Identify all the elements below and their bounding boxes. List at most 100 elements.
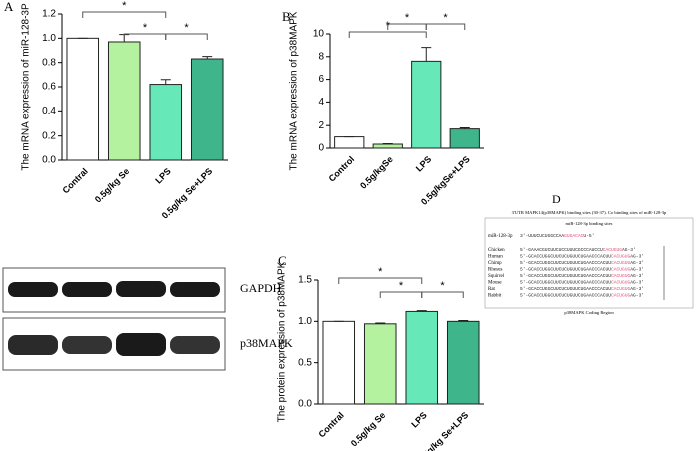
species-sequence: 5'-GCACCUGGCUUCUCUGUUCUGAACCCACUUCACUGUG… (520, 254, 644, 260)
alignment-title: 3'UTR MAPK14(p38MAPK) binding sites (30-… (512, 210, 667, 215)
y-tick-label: 0.5 (298, 357, 312, 368)
bar (372, 143, 403, 149)
species-sequence: 5'-GCACCUGGCUUCUCUGUUCUGAACCCACUUCACUGUG… (520, 280, 644, 286)
y-tick-label: 1.0 (42, 33, 56, 44)
y-axis-label: The mRNA expression of p38MAPK (289, 11, 300, 170)
y-tick-label: 4 (318, 97, 324, 108)
y-tick-label: 0.0 (298, 399, 312, 410)
sequence-part: CACUGUG (611, 273, 631, 279)
y-axis-label: The mRNA expression of miR-128-3P (21, 3, 32, 171)
sequence-part: AG-3' (622, 247, 636, 253)
sequence-part: CACUGUG (611, 260, 631, 266)
significance-label: * (378, 266, 383, 278)
x-tick-label: LPS (153, 166, 172, 185)
significance-label: * (143, 22, 148, 34)
sequence-part: 5'-GCACCUGGCUUCUCUGUUCUGAACCCACUU (520, 273, 611, 279)
panel-label: C (278, 253, 287, 268)
x-tick-label: Contral (316, 410, 345, 439)
sequence-name: Chimp (488, 261, 502, 266)
error-bar (459, 126, 470, 129)
sequence-part: GUGACAC (564, 233, 584, 239)
mirna-sequence: 3'-UUUCUCUGGCCAAGUGACACU-5' (520, 233, 594, 239)
error-bar (416, 310, 427, 312)
x-tick-label: 0.5g/kg Se (349, 410, 388, 449)
significance-bracket (379, 291, 423, 298)
band (116, 333, 166, 356)
significance-bracket (421, 291, 464, 298)
sequence-name: Squirrel (488, 274, 505, 279)
x-tick-label: 0.5g/kgSe (358, 154, 395, 191)
sequence-part: 5'-GCACCUGGCUUCUCUGUUCUGAACCCACUU (520, 254, 611, 260)
bands (8, 281, 220, 356)
bar (334, 136, 365, 149)
sequence-part: CACUGUG (611, 293, 631, 299)
species-sequence: 5'-GAAACGUCUUCUCCUUUCGCCCAUCCUCACUGUGAG-… (520, 247, 636, 253)
error-bar (375, 322, 386, 324)
y-tick-label: 2 (318, 120, 324, 131)
sequence-part: 5'-GCACCUGGCUUCUCUGUUCUGAACCCACUU (520, 293, 611, 299)
alignment-subtitle: miR-128-3p binding sites (566, 221, 613, 226)
band-label: GAPDH (240, 281, 282, 295)
sequence-part: 5'-GCACCUGGCUUCUCUGUUCUGAACCCACUU (520, 267, 611, 273)
y-tick-label: 1.5 (298, 275, 312, 286)
significance-label: * (122, 0, 127, 12)
bar (411, 60, 442, 149)
panel-label: A (4, 0, 14, 14)
bar (66, 37, 100, 161)
band (170, 282, 220, 297)
band (116, 281, 166, 297)
alignment-panel: D 3'UTR MAPK14(p38MAPK) binding sites (30… (484, 192, 694, 315)
significance-bracket (348, 31, 427, 38)
bar (322, 320, 356, 405)
y-tick-label: 10 (313, 29, 325, 40)
significance-label: * (399, 280, 404, 292)
bar (405, 310, 439, 405)
sequence-name: Rhesus (488, 268, 503, 273)
y-tick-label: 0 (318, 143, 324, 154)
sequence-part: 5'-GCACCUGGCUUCUCUGUUCUGAACCCACUU (520, 286, 611, 292)
band (62, 336, 112, 354)
sequence-part: AG-3' (630, 267, 644, 273)
y-tick-label: 0.4 (42, 106, 56, 117)
bar (449, 128, 480, 149)
sequence-name: Mouse (488, 281, 502, 286)
y-axis-label: The protein expression of p38MAPK (277, 261, 288, 422)
bar (363, 323, 397, 405)
y-tick-label: 0.6 (42, 82, 56, 93)
band (8, 282, 58, 297)
sequence-part: 5'-GAAACGUCUUCUCCUUUCGCCCAUCCU (520, 247, 603, 253)
band (62, 282, 112, 297)
sequence-name: Chicken (488, 248, 505, 253)
species-sequence: 5'-GCACCUGGCUUCUCUGUUCUGAACCCACUUCACUGUG… (520, 267, 644, 273)
y-tick-label: 8 (318, 51, 324, 62)
significance-bracket (425, 23, 466, 30)
sequence-part: 3'-UUUCUCUGGCCAA (520, 233, 564, 239)
sequence-part: AG-3' (630, 293, 644, 299)
alignment-footer: p38MAPK Coding Region (564, 310, 614, 315)
band (170, 336, 220, 354)
species-sequence: 5'-GCACCUGGCUUCUCUGUUCUGAACCCACUUCACUGUG… (520, 293, 644, 299)
y-tick-label: 0.8 (42, 57, 56, 68)
sequence-name: Rat (488, 287, 496, 292)
x-tick-label: LPS (414, 154, 433, 173)
significance-bracket (387, 23, 427, 30)
sequence-part: CACUGUG (611, 267, 631, 273)
sequence-part: AG-3' (630, 273, 644, 279)
panel-label: D (552, 192, 561, 206)
significance-label: * (443, 12, 448, 24)
sequence-part: AG-3' (630, 286, 644, 292)
significance-bracket (338, 277, 423, 284)
y-tick-label: 1.0 (298, 316, 312, 327)
sequence-part: AG-3' (630, 254, 644, 260)
sequence-part: AG-3' (630, 280, 644, 286)
species-sequence: 5'-GCACCUGGCUUCUCUGUUCUGAACCCACUUCACUGUG… (520, 273, 644, 279)
bar (446, 320, 480, 405)
sequence-part: CACUGUG (611, 280, 631, 286)
panel-frame (484, 217, 694, 309)
species-sequence: 5'-GCACCUGGCUUCUCUGUUCUGAACCCACUUCACUGUG… (520, 260, 644, 266)
sequence-part: 5'-GCACCUGGCUUCUCUGUUCUGAACCCACUU (520, 280, 611, 286)
x-tick-label: 0.5g/kg Se (93, 166, 132, 205)
bar (149, 84, 183, 161)
sequence-part: CACUGUG (603, 247, 623, 253)
